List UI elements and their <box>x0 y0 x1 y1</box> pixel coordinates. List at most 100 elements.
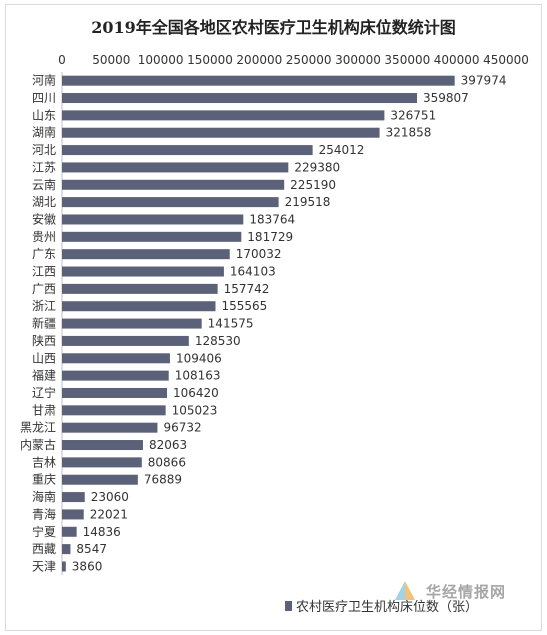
category-label: 西藏 <box>32 542 56 556</box>
category-label: 山西 <box>32 351 56 365</box>
data-label: 80866 <box>148 455 186 469</box>
bar <box>62 127 380 138</box>
category-label: 天津 <box>32 559 56 573</box>
data-label: 8547 <box>76 542 107 556</box>
data-label: 225190 <box>290 178 336 192</box>
bar <box>62 422 158 433</box>
bar <box>62 492 85 503</box>
data-label: 359807 <box>423 91 469 105</box>
legend-swatch <box>285 600 292 611</box>
bar <box>62 353 170 364</box>
bar <box>62 162 289 173</box>
bar <box>62 110 385 121</box>
data-label: 254012 <box>319 143 365 157</box>
bar <box>62 231 242 242</box>
data-label: 105023 <box>172 403 218 417</box>
data-label: 321858 <box>386 126 432 140</box>
chart-frame <box>5 4 542 631</box>
category-label: 四川 <box>32 91 56 105</box>
category-label: 重庆 <box>32 473 56 487</box>
legend: 农村医疗卫生机构床位数（张） <box>285 596 478 615</box>
data-label: 397974 <box>461 74 507 88</box>
data-label: 157742 <box>224 282 270 296</box>
category-label: 福建 <box>32 368 56 383</box>
category-label: 陕西 <box>32 333 56 348</box>
bar <box>62 283 218 294</box>
watermark-logo-icon <box>395 581 415 600</box>
category-label: 新疆 <box>32 316 56 331</box>
bar <box>62 440 143 451</box>
bar <box>62 370 169 381</box>
data-label: 326751 <box>390 108 436 122</box>
bar <box>62 75 455 86</box>
data-label: 229380 <box>294 160 340 174</box>
bar <box>62 474 138 485</box>
x-tick-label: 100000 <box>138 53 184 67</box>
data-label: 96732 <box>163 421 201 435</box>
x-tick-label: 150000 <box>187 53 233 67</box>
bar <box>62 214 244 225</box>
data-label: 141575 <box>208 317 254 331</box>
watermark-text: 华经情报网 <box>426 582 507 601</box>
category-label: 广西 <box>32 282 56 296</box>
bar <box>62 266 224 277</box>
data-label: 170032 <box>236 247 282 261</box>
data-label: 155565 <box>221 299 267 313</box>
bar <box>62 197 279 208</box>
category-label: 黑龙江 <box>20 421 56 435</box>
category-label: 宁夏 <box>32 524 56 539</box>
data-label: 164103 <box>230 265 276 279</box>
data-label: 82063 <box>149 438 187 452</box>
category-label: 海南 <box>32 489 56 504</box>
data-label: 128530 <box>195 334 241 348</box>
legend-label: 农村医疗卫生机构床位数（张） <box>296 600 479 615</box>
bar <box>62 405 166 416</box>
data-label: 181729 <box>247 230 293 244</box>
bar <box>62 544 71 555</box>
x-tick-label: 50000 <box>92 53 130 67</box>
category-label: 辽宁 <box>32 385 56 400</box>
category-label: 江西 <box>32 265 56 279</box>
data-label: 22021 <box>90 507 128 521</box>
bar <box>62 318 202 329</box>
data-label: 3860 <box>72 559 103 573</box>
x-tick-label: 200000 <box>236 53 282 67</box>
category-label: 云南 <box>32 177 56 192</box>
category-label: 湖北 <box>32 194 56 209</box>
x-tick-label: 300000 <box>335 53 381 67</box>
category-label: 山东 <box>32 108 56 122</box>
bar <box>62 249 230 260</box>
bar <box>62 387 168 398</box>
category-label: 河南 <box>32 73 56 88</box>
category-label: 广东 <box>32 247 56 261</box>
data-label: 183764 <box>249 212 295 226</box>
category-label: 浙江 <box>32 299 56 313</box>
bar <box>62 301 216 312</box>
category-label: 内蒙古 <box>20 437 56 452</box>
data-label: 109406 <box>176 351 222 365</box>
bar <box>62 145 313 156</box>
x-tick-label: 400000 <box>434 53 480 67</box>
category-label: 江苏 <box>32 160 56 174</box>
bar <box>62 335 189 346</box>
x-tick-label: 0 <box>58 53 66 67</box>
category-label: 安徽 <box>32 211 56 226</box>
bar <box>62 561 66 572</box>
data-label: 106420 <box>173 386 219 400</box>
bar <box>62 93 418 104</box>
category-label: 吉林 <box>32 455 56 469</box>
watermark: 华经情报网 <box>392 578 506 604</box>
data-label: 219518 <box>285 195 331 209</box>
chart-title: 2019年全国各地区农村医疗卫生机构床位数统计图 <box>91 18 456 37</box>
data-label: 14836 <box>83 525 121 539</box>
data-label: 23060 <box>91 490 129 504</box>
x-tick-label: 350000 <box>384 53 430 67</box>
bar <box>62 509 84 520</box>
x-tick-label: 250000 <box>286 53 332 67</box>
category-label: 湖南 <box>32 125 56 140</box>
category-label: 贵州 <box>32 230 56 244</box>
category-label: 河北 <box>32 143 56 157</box>
data-label: 108163 <box>175 369 221 383</box>
category-label: 甘肃 <box>32 403 56 417</box>
